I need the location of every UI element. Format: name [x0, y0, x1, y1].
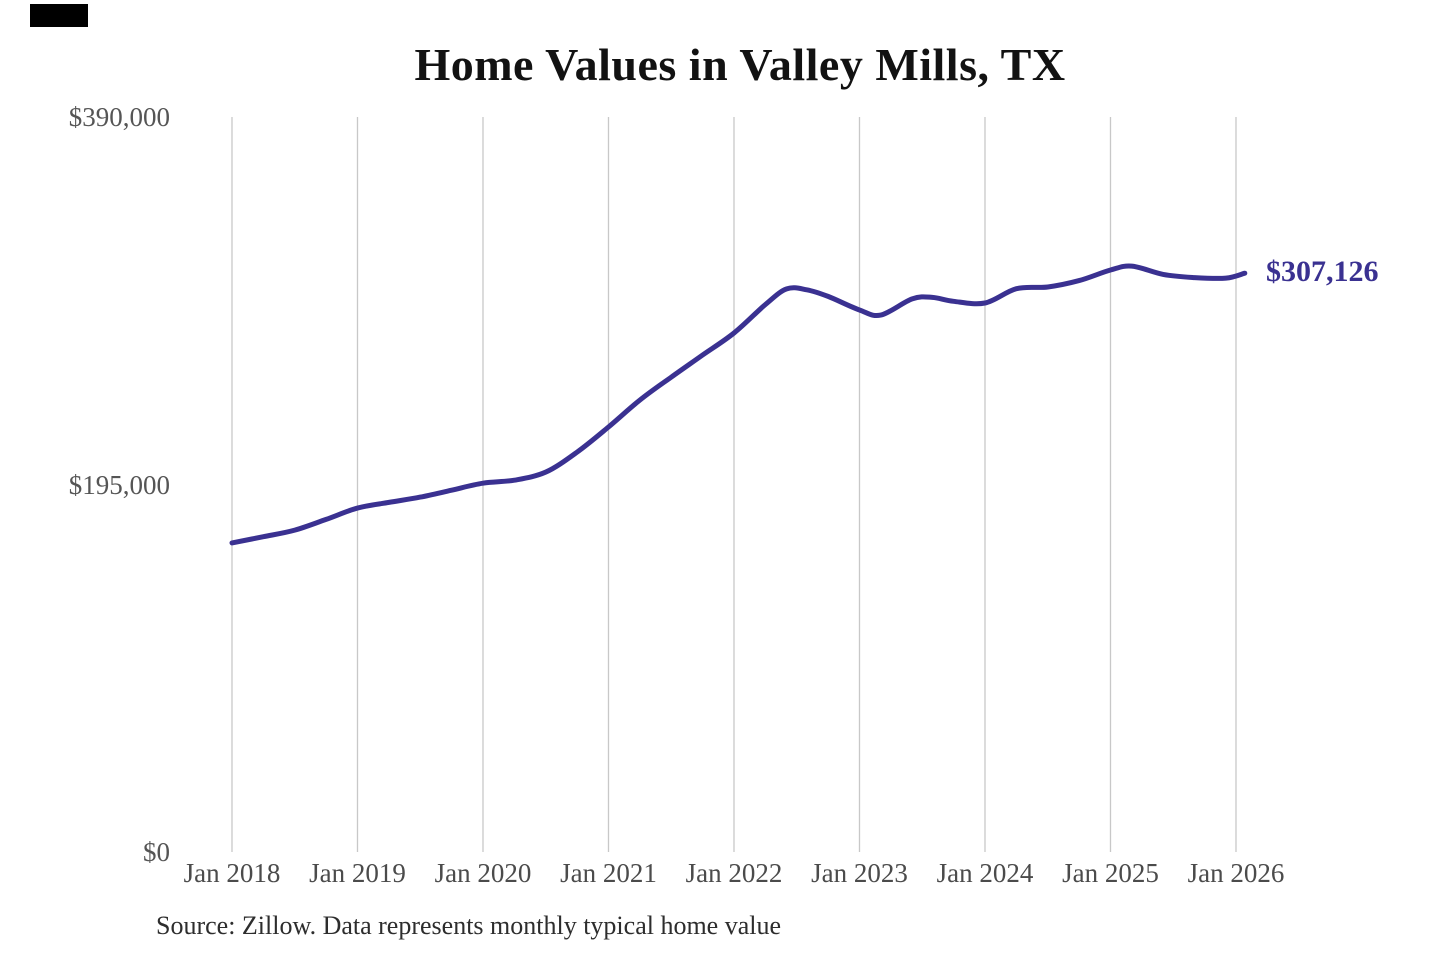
x-tick-label: Jan 2026 [1187, 858, 1285, 888]
x-tick-label: Jan 2021 [560, 858, 657, 888]
x-tick-label: Jan 2023 [811, 858, 908, 888]
x-tick-label: Jan 2022 [685, 858, 783, 888]
y-tick-label: $390,000 [68, 102, 170, 132]
x-tick-label: Jan 2018 [183, 858, 281, 888]
source-note: Source: Zillow. Data represents monthly … [156, 911, 782, 940]
logo-block [30, 4, 88, 27]
chart-title: Home Values in Valley Mills, TX [414, 39, 1066, 90]
x-tick-label: Jan 2019 [309, 858, 406, 888]
x-tick-label: Jan 2020 [434, 858, 532, 888]
x-tick-label: Jan 2024 [936, 858, 1034, 888]
y-tick-label: $195,000 [68, 469, 170, 500]
y-tick-label: $0 [143, 837, 170, 867]
home-value-line [229, 263, 1248, 546]
current-value-label: $307,126 [1266, 255, 1379, 289]
x-tick-label: Jan 2025 [1062, 858, 1159, 888]
